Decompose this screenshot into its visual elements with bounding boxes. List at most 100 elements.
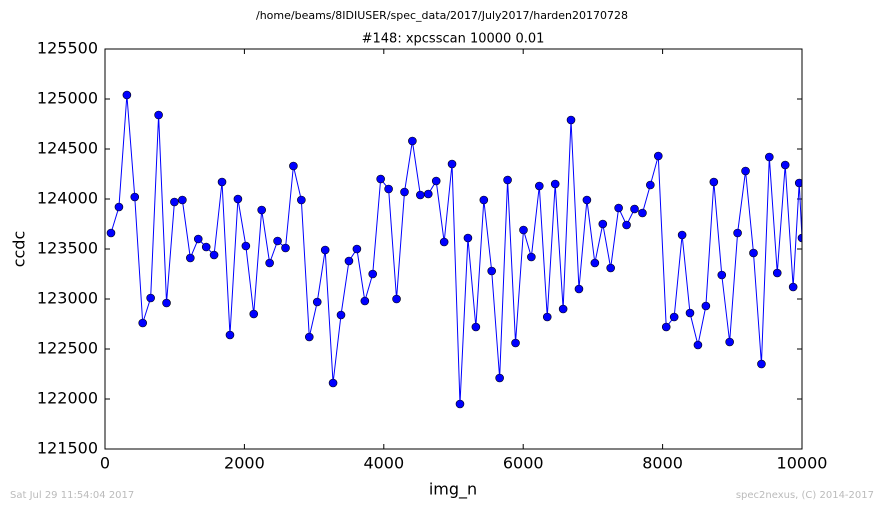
footer-left: Sat Jul 29 11:54:04 2017 <box>10 490 134 501</box>
data-point <box>772 268 782 278</box>
data-point <box>439 237 449 247</box>
data-point <box>622 220 631 230</box>
data-point <box>542 312 552 322</box>
y-axis-label: ccdc <box>10 231 29 268</box>
data-point <box>265 258 274 268</box>
data-point <box>638 208 647 218</box>
data-point <box>717 270 727 280</box>
data-point <box>495 373 504 383</box>
data-point <box>162 298 171 308</box>
data-point <box>304 332 314 342</box>
data-point <box>780 160 790 170</box>
data-point <box>186 253 195 263</box>
data-point <box>598 219 608 229</box>
data-point <box>408 136 417 146</box>
data-point <box>582 195 592 205</box>
data-point <box>487 266 496 276</box>
data-point <box>646 180 655 190</box>
data-point <box>320 245 330 255</box>
data-point <box>757 359 766 369</box>
data-point <box>765 152 774 162</box>
x-tick-label: 2000 <box>224 454 265 473</box>
data-point <box>154 110 163 120</box>
data-point <box>701 301 711 311</box>
data-point <box>797 233 802 243</box>
data-point <box>693 340 703 350</box>
data-point <box>630 204 639 214</box>
y-tick-label: 123500 <box>37 239 98 258</box>
data-point <box>503 175 512 185</box>
y-tick-label: 122000 <box>37 389 98 408</box>
data-point <box>677 230 687 240</box>
data-point <box>511 338 520 348</box>
data-point <box>535 181 544 191</box>
data-point <box>289 161 298 171</box>
suptitle: /home/beams/8IDIUSER/spec_data/2017/July… <box>256 9 628 22</box>
data-point <box>788 282 798 292</box>
data-point <box>455 399 465 409</box>
y-tick-label: 124000 <box>37 189 98 208</box>
data-point <box>733 228 742 238</box>
data-point <box>209 250 219 260</box>
data-point <box>463 233 473 243</box>
data-point <box>614 203 623 213</box>
data-point <box>281 243 290 253</box>
data-point <box>527 252 536 262</box>
data-point <box>360 296 370 306</box>
data-point <box>566 115 576 125</box>
data-point <box>749 248 758 258</box>
data-line <box>110 94 802 405</box>
data-point <box>312 297 322 307</box>
data-point <box>106 228 116 238</box>
data-point <box>471 322 481 332</box>
data-point <box>400 187 409 197</box>
x-tick-label: 6000 <box>503 454 544 473</box>
x-tick-label: 4000 <box>363 454 404 473</box>
data-point <box>273 236 282 246</box>
data-point <box>661 322 671 332</box>
data-point <box>193 234 203 244</box>
data-point <box>725 337 734 347</box>
y-tick-label: 121500 <box>37 439 98 458</box>
data-point <box>741 166 750 176</box>
data-point <box>558 304 568 314</box>
data-point <box>225 330 235 340</box>
y-tick-label: 123000 <box>37 289 98 308</box>
x-tick-label: 10000 <box>777 454 828 473</box>
data-point <box>376 174 385 184</box>
data-point <box>368 269 378 279</box>
data-point <box>685 308 695 318</box>
data-point <box>170 197 179 207</box>
data-point <box>709 177 719 187</box>
data-point <box>297 195 306 205</box>
x-tick-label: 8000 <box>642 454 683 473</box>
data-point <box>384 184 393 194</box>
data-point <box>114 202 124 212</box>
data-point <box>217 177 227 187</box>
data-point <box>519 225 528 235</box>
chart-title: #148: xpcsscan 10000 0.01 <box>362 32 545 47</box>
data-point <box>447 159 457 169</box>
data-point <box>130 192 140 202</box>
data-point <box>138 318 148 328</box>
data-point <box>479 195 489 205</box>
data-point <box>241 241 251 251</box>
data-point <box>201 242 211 252</box>
data-point <box>122 90 132 100</box>
footer-right: spec2nexus, (C) 2014-2017 <box>736 490 874 501</box>
y-tick-label: 124500 <box>37 139 98 158</box>
plot-frame <box>104 48 803 450</box>
data-point <box>146 293 155 303</box>
data-point <box>336 310 346 320</box>
data-point <box>574 284 584 294</box>
y-tick-label: 125500 <box>37 39 98 58</box>
data-point <box>178 195 187 205</box>
data-point <box>352 244 362 254</box>
data-point <box>669 312 679 322</box>
data-point <box>392 294 401 304</box>
x-axis-label: img_n <box>429 480 477 500</box>
data-point <box>416 190 425 200</box>
data-point <box>344 256 354 266</box>
data-point <box>257 205 266 215</box>
